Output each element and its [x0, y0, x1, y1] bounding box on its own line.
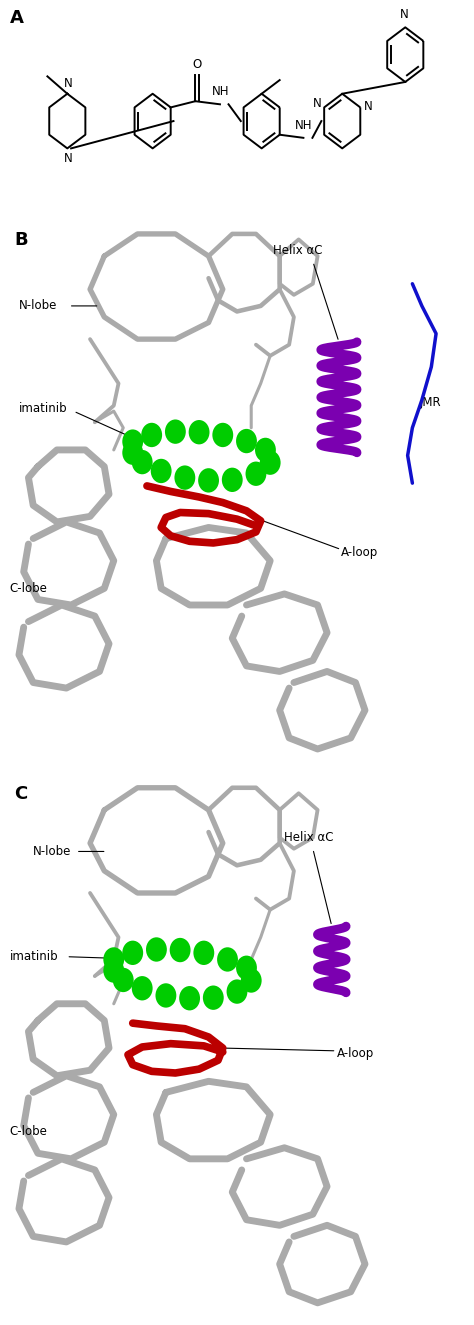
- Text: A-loop: A-loop: [337, 1047, 374, 1060]
- Circle shape: [198, 468, 219, 493]
- Text: N: N: [400, 8, 409, 21]
- Text: N-lobe: N-lobe: [19, 299, 57, 313]
- Circle shape: [193, 941, 214, 965]
- Text: Helix αC: Helix αC: [284, 831, 334, 844]
- Text: A-loop: A-loop: [341, 546, 379, 559]
- Circle shape: [255, 437, 276, 462]
- Text: C: C: [14, 784, 27, 803]
- Circle shape: [170, 938, 191, 962]
- Circle shape: [141, 423, 162, 447]
- Circle shape: [132, 451, 153, 474]
- Text: imatinib: imatinib: [19, 401, 68, 415]
- Text: N: N: [64, 152, 72, 166]
- Circle shape: [241, 969, 262, 992]
- Circle shape: [227, 979, 247, 1004]
- Text: A: A: [9, 9, 23, 28]
- Circle shape: [179, 986, 200, 1011]
- Text: imatinib: imatinib: [9, 950, 58, 963]
- Circle shape: [236, 955, 257, 980]
- Circle shape: [222, 468, 243, 492]
- Circle shape: [246, 461, 266, 486]
- Text: N: N: [313, 97, 322, 110]
- Circle shape: [103, 958, 124, 983]
- Circle shape: [146, 937, 167, 962]
- Text: C-lobe: C-lobe: [9, 582, 47, 595]
- Text: N: N: [64, 77, 72, 90]
- Circle shape: [165, 420, 186, 444]
- Text: C-lobe: C-lobe: [9, 1125, 47, 1138]
- Text: NH: NH: [295, 119, 313, 132]
- Text: JMR: JMR: [419, 396, 441, 409]
- Text: N-lobe: N-lobe: [33, 845, 72, 859]
- Text: B: B: [14, 231, 28, 249]
- Text: O: O: [192, 58, 202, 70]
- Circle shape: [122, 941, 143, 965]
- Circle shape: [155, 983, 176, 1007]
- Circle shape: [212, 423, 233, 447]
- Circle shape: [189, 420, 210, 444]
- Text: Helix αC: Helix αC: [273, 244, 322, 257]
- Circle shape: [122, 429, 143, 453]
- Circle shape: [113, 967, 134, 992]
- Text: NH: NH: [212, 85, 229, 98]
- Circle shape: [122, 440, 143, 465]
- Circle shape: [217, 947, 238, 971]
- Text: N: N: [364, 99, 373, 113]
- Circle shape: [151, 458, 172, 484]
- Circle shape: [236, 429, 257, 453]
- Circle shape: [103, 947, 124, 971]
- Circle shape: [203, 986, 224, 1010]
- Circle shape: [260, 451, 281, 474]
- Circle shape: [174, 465, 195, 490]
- Circle shape: [132, 977, 153, 1000]
